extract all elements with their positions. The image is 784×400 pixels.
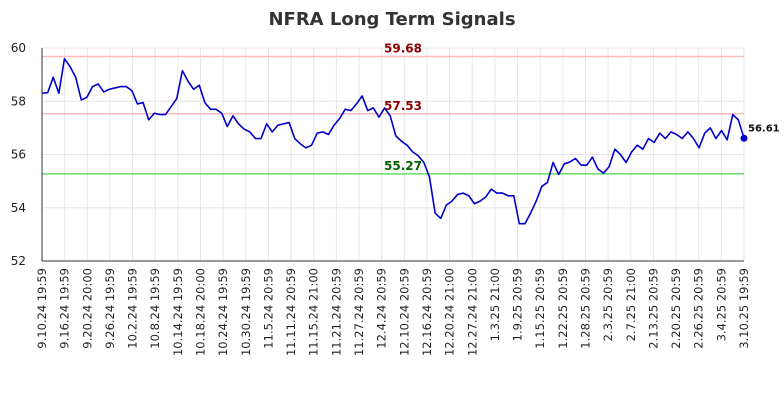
y-tick-label: 52 bbox=[11, 254, 26, 268]
x-tick-label: 10.30.24 19:59 bbox=[239, 268, 253, 356]
x-tick-label: 1.3.25 21:00 bbox=[488, 268, 502, 341]
x-tick-label: 12.10.24 20:59 bbox=[397, 268, 411, 356]
x-tick-label: 9.26.24 19:59 bbox=[103, 268, 117, 349]
x-tick-labels: 9.10.24 19:59 9.16.24 19:59 9.20.24 20:00 9… bbox=[35, 268, 751, 356]
x-tick-label: 10.2.24 19:59 bbox=[126, 268, 140, 349]
series-layer bbox=[41, 57, 748, 225]
reference-line-label: 59.68 bbox=[384, 42, 422, 56]
x-tick-label: 10.8.24 19:59 bbox=[148, 268, 162, 349]
x-tick-label: 10.18.24 20:00 bbox=[194, 268, 208, 356]
x-tick-label: 9.20.24 20:00 bbox=[80, 268, 94, 349]
x-tick-label: 11.21.24 20:59 bbox=[329, 268, 343, 356]
reference-line-label: 55.27 bbox=[384, 159, 422, 173]
x-tick-label: 10.14.24 19:59 bbox=[171, 268, 185, 356]
y-grid bbox=[42, 47, 744, 262]
axes bbox=[41, 48, 744, 262]
x-tick-label: 11.5.24 20:59 bbox=[261, 268, 275, 349]
x-tick-label: 1.22.25 20:59 bbox=[556, 268, 570, 349]
x-tick-label: 2.3.25 20:59 bbox=[601, 268, 615, 341]
x-tick-label: 2.7.25 21:00 bbox=[624, 268, 638, 341]
x-tick-label: 12.27.24 21:00 bbox=[465, 268, 479, 356]
x-tick-label: 1.28.25 20:59 bbox=[578, 268, 592, 349]
y-tick-label: 56 bbox=[11, 148, 26, 162]
x-tick-label: 3.10.25 19:59 bbox=[737, 268, 751, 349]
chart-title: NFRA Long Term Signals bbox=[268, 9, 515, 30]
x-tick-label: 12.20.24 21:00 bbox=[443, 268, 457, 356]
reference-line-label: 57.53 bbox=[384, 99, 422, 113]
x-tick-label: 12.4.24 20:59 bbox=[375, 268, 389, 349]
x-tick-label: 11.11.24 20:59 bbox=[284, 268, 298, 356]
x-tick-label: 2.26.25 20:59 bbox=[692, 268, 706, 349]
x-tick-label: 12.16.24 20:59 bbox=[420, 268, 434, 356]
annotations: 59.68 57.53 55.27 56.61 bbox=[384, 42, 780, 173]
x-tick-label: 1.9.25 20:59 bbox=[511, 268, 525, 341]
y-tick-labels: 52 54 56 58 60 bbox=[11, 41, 26, 268]
y-tick-label: 60 bbox=[11, 41, 26, 55]
price-series-line bbox=[41, 57, 745, 225]
y-tick-label: 58 bbox=[11, 94, 26, 108]
x-tick-label: 1.15.25 20:59 bbox=[533, 268, 547, 349]
x-tick-label: 11.15.24 21:00 bbox=[307, 268, 321, 356]
x-tick-label: 9.10.24 19:59 bbox=[35, 268, 49, 349]
x-tick-label: 3.4.25 20:59 bbox=[714, 268, 728, 341]
x-tick-label: 10.24.24 19:59 bbox=[216, 268, 230, 356]
y-tick-label: 54 bbox=[11, 201, 26, 215]
x-tick-label: 11.27.24 20:59 bbox=[352, 268, 366, 356]
last-point-label: 56.61 bbox=[748, 123, 780, 134]
x-tick-label: 2.13.25 20:59 bbox=[646, 268, 660, 349]
last-point-marker bbox=[740, 134, 748, 142]
x-tick-label: 2.20.25 20:59 bbox=[669, 268, 683, 349]
x-tick-label: 9.16.24 19:59 bbox=[58, 268, 72, 349]
